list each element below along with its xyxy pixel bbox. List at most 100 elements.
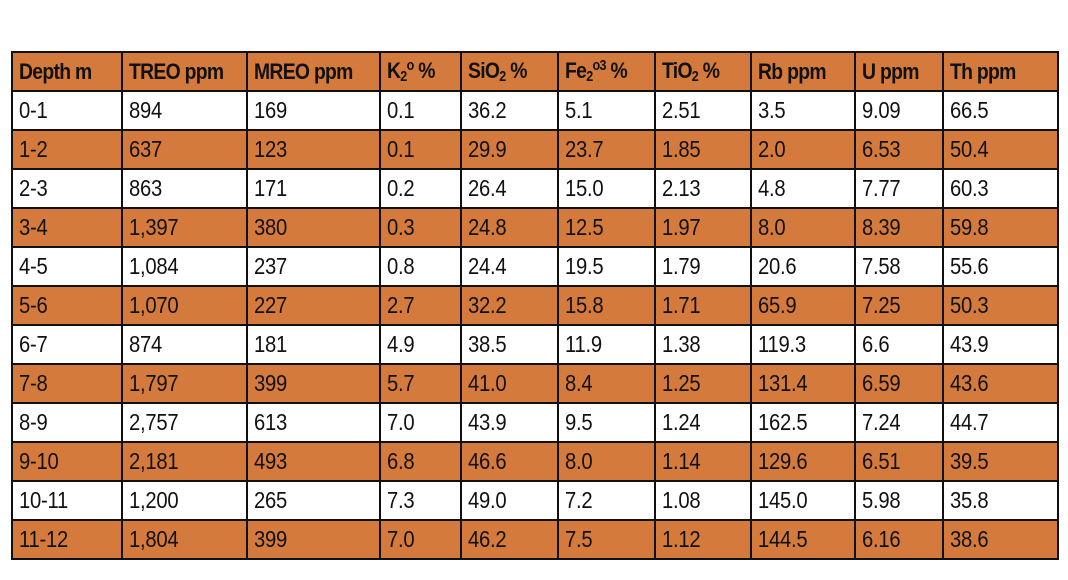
cell-u: 7.24 [854,402,944,443]
cell-tio2: 1.14 [654,441,752,482]
cell-rb: 2.0 [750,129,856,170]
cell-th: 43.9 [942,324,1059,365]
cell-depth: 11-12 [11,519,123,560]
cell-k2o: 6.8 [379,441,462,482]
cell-u: 9.09 [854,90,944,131]
cell-mreo: 399 [246,363,381,404]
column-header-k2o-pre: K [387,58,401,83]
cell-tio2: 1.24 [654,402,752,443]
cell-fe2o3: 7.5 [557,519,656,560]
cell-tio2: 1.25 [654,363,752,404]
cell-k2o: 0.3 [379,207,462,248]
column-header-k2o-sub: 2 [400,69,407,85]
cell-u: 6.59 [854,363,944,404]
cell-u: 5.98 [854,480,944,521]
cell-th: 39.5 [942,441,1059,482]
cell-mreo: 493 [246,441,381,482]
column-header-sio2-pre: SiO [468,58,500,83]
table-row: 0-1 894 169 0.1 36.2 5.1 2.51 3.5 9.09 66.5 [11,90,1059,131]
table-row: 6-7 874 181 4.9 38.5 11.9 1.38 119.3 6.6 43.9 [11,324,1059,365]
cell-mreo: 265 [246,480,381,521]
cell-th: 55.6 [942,246,1059,287]
table-row: 8-9 2,757 613 7.0 43.9 9.5 1.24 162.5 7.24 44.7 [11,402,1059,443]
cell-sio2: 43.9 [460,402,559,443]
table-row: 4-5 1,084 237 0.8 24.4 19.5 1.79 20.6 7.58 55.6 [11,246,1059,287]
cell-u: 6.6 [854,324,944,365]
cell-sio2: 46.6 [460,441,559,482]
cell-k2o: 0.1 [379,90,462,131]
cell-th: 59.8 [942,207,1059,248]
cell-mreo: 123 [246,129,381,170]
cell-tio2: 1.79 [654,246,752,287]
table-row: 11-12 1,804 399 7.0 46.2 7.5 1.12 144.5 6.16 38.6 [11,519,1059,560]
table-row: 5-6 1,070 227 2.7 32.2 15.8 1.71 65.9 7.25 50.3 [11,285,1059,326]
cell-mreo: 399 [246,519,381,560]
column-header-k2o-post: % [413,58,435,83]
cell-tio2: 1.08 [654,480,752,521]
column-header-k2o: K2o % [379,51,462,92]
cell-treo: 874 [121,324,248,365]
cell-sio2: 29.9 [460,129,559,170]
cell-u: 6.16 [854,519,944,560]
column-header-fe2o3: Fe2o3 % [557,51,656,92]
cell-fe2o3: 15.0 [557,168,656,209]
cell-rb: 145.0 [750,480,856,521]
column-header-sio2: SiO2 % [460,51,559,92]
cell-th: 35.8 [942,480,1059,521]
cell-k2o: 4.9 [379,324,462,365]
cell-u: 7.58 [854,246,944,287]
cell-rb: 119.3 [750,324,856,365]
cell-mreo: 613 [246,402,381,443]
cell-th: 50.3 [942,285,1059,326]
column-header-sio2-sub: 2 [499,69,506,85]
cell-k2o: 0.1 [379,129,462,170]
table-row: 3-4 1,397 380 0.3 24.8 12.5 1.97 8.0 8.39 59.8 [11,207,1059,248]
cell-rb: 144.5 [750,519,856,560]
cell-k2o: 7.0 [379,519,462,560]
cell-tio2: 1.97 [654,207,752,248]
cell-fe2o3: 11.9 [557,324,656,365]
cell-sio2: 24.8 [460,207,559,248]
column-header-tio2-sub: 2 [691,69,699,85]
assay-table-container: Depth m TREO ppm MREO ppm K2o % SiO2 % Fe2o3 … [11,51,1059,560]
column-header-rb: Rb ppm [750,51,856,92]
cell-sio2: 46.2 [460,519,559,560]
cell-depth: 5-6 [11,285,123,326]
cell-th: 66.5 [942,90,1059,131]
cell-depth: 3-4 [11,207,123,248]
cell-rb: 20.6 [750,246,856,287]
cell-depth: 8-9 [11,402,123,443]
cell-depth: 4-5 [11,246,123,287]
table-row: 7-8 1,797 399 5.7 41.0 8.4 1.25 131.4 6.59 43.6 [11,363,1059,404]
cell-rb: 162.5 [750,402,856,443]
cell-sio2: 49.0 [460,480,559,521]
cell-treo: 863 [121,168,248,209]
cell-depth: 6-7 [11,324,123,365]
cell-fe2o3: 8.4 [557,363,656,404]
cell-mreo: 169 [246,90,381,131]
cell-rb: 65.9 [750,285,856,326]
cell-tio2: 2.13 [654,168,752,209]
cell-tio2: 2.51 [654,90,752,131]
cell-treo: 1,070 [121,285,248,326]
cell-rb: 129.6 [750,441,856,482]
cell-k2o: 7.0 [379,402,462,443]
cell-rb: 8.0 [750,207,856,248]
cell-depth: 0-1 [11,90,123,131]
cell-th: 44.7 [942,402,1059,443]
cell-k2o: 5.7 [379,363,462,404]
cell-u: 6.53 [854,129,944,170]
cell-treo: 2,181 [121,441,248,482]
cell-depth: 2-3 [11,168,123,209]
cell-tio2: 1.38 [654,324,752,365]
cell-u: 7.25 [854,285,944,326]
cell-fe2o3: 9.5 [557,402,656,443]
cell-rb: 131.4 [750,363,856,404]
cell-treo: 2,757 [121,402,248,443]
cell-mreo: 237 [246,246,381,287]
cell-depth: 10-11 [11,480,123,521]
cell-fe2o3: 23.7 [557,129,656,170]
column-header-fe2o3-sub: 2 [586,69,593,85]
cell-fe2o3: 5.1 [557,90,656,131]
cell-depth: 7-8 [11,363,123,404]
